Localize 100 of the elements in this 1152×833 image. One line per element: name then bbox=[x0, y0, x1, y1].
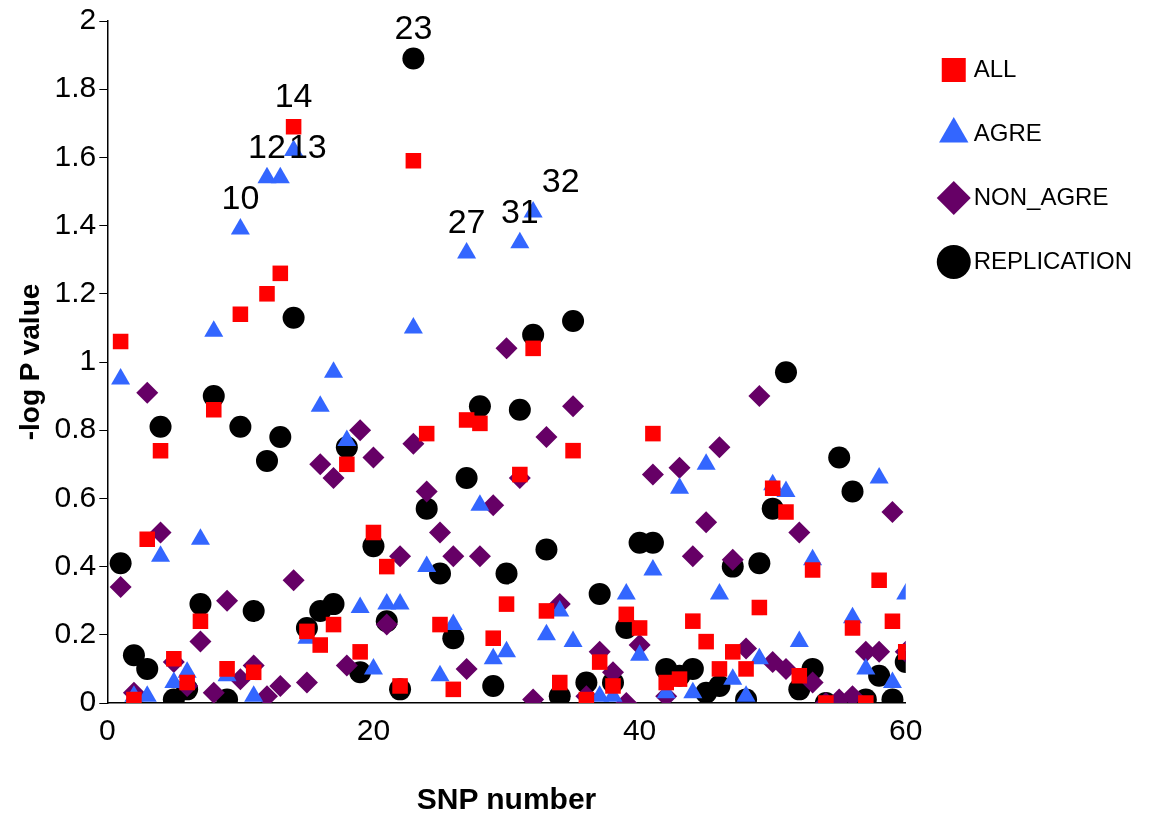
point bbox=[432, 616, 448, 633]
point bbox=[508, 398, 531, 421]
point bbox=[801, 671, 824, 694]
y-tick-label: 1 bbox=[79, 343, 97, 377]
point bbox=[498, 596, 515, 612]
point bbox=[605, 678, 621, 694]
point bbox=[352, 644, 368, 660]
point bbox=[139, 531, 156, 548]
point bbox=[455, 657, 478, 680]
point bbox=[349, 419, 372, 442]
point bbox=[269, 674, 292, 697]
point bbox=[216, 589, 239, 612]
point bbox=[698, 633, 714, 650]
point bbox=[219, 661, 235, 677]
point bbox=[322, 466, 345, 489]
point bbox=[804, 562, 821, 578]
point bbox=[152, 442, 169, 459]
point bbox=[242, 599, 265, 622]
point bbox=[335, 654, 358, 677]
point bbox=[668, 456, 691, 479]
point bbox=[365, 524, 382, 541]
point bbox=[192, 613, 209, 629]
point bbox=[378, 558, 395, 575]
point bbox=[468, 395, 491, 418]
point bbox=[339, 456, 355, 473]
point bbox=[868, 664, 891, 687]
y-tick-label: 0.2 bbox=[54, 616, 97, 650]
point bbox=[535, 426, 558, 449]
point bbox=[711, 661, 728, 677]
point bbox=[681, 545, 704, 568]
point bbox=[309, 453, 332, 476]
annotation: 23 bbox=[394, 7, 433, 46]
point bbox=[588, 582, 611, 605]
point bbox=[389, 545, 412, 568]
y-tick-label: 0 bbox=[79, 684, 97, 718]
point bbox=[468, 545, 491, 568]
point bbox=[312, 637, 328, 653]
point bbox=[562, 310, 585, 333]
point bbox=[269, 426, 292, 449]
point bbox=[189, 593, 212, 616]
point bbox=[149, 415, 172, 438]
y-tick-label: 1.4 bbox=[54, 206, 97, 240]
point bbox=[791, 667, 808, 684]
point bbox=[788, 521, 811, 544]
point bbox=[455, 466, 478, 489]
point bbox=[245, 664, 262, 681]
point bbox=[322, 593, 345, 616]
annotation: 14 bbox=[274, 76, 313, 115]
point bbox=[495, 337, 518, 360]
point bbox=[551, 674, 568, 691]
point bbox=[562, 395, 585, 418]
y-tick-label: 1.8 bbox=[54, 70, 97, 104]
y-tick-label: 0.4 bbox=[54, 547, 97, 581]
point bbox=[428, 521, 451, 544]
point bbox=[535, 538, 558, 561]
x-tick-label: 60 bbox=[889, 713, 923, 747]
point bbox=[442, 545, 465, 568]
point bbox=[282, 306, 305, 329]
annotation: 12 bbox=[248, 127, 286, 166]
point bbox=[844, 620, 861, 636]
x-axis-title: SNP number bbox=[416, 782, 597, 816]
point bbox=[871, 572, 887, 589]
point bbox=[112, 333, 129, 350]
point bbox=[136, 381, 159, 404]
point bbox=[362, 446, 385, 469]
point bbox=[166, 650, 182, 667]
point bbox=[136, 657, 159, 680]
point bbox=[884, 613, 901, 629]
point bbox=[232, 306, 249, 323]
point bbox=[774, 361, 797, 384]
annotation: 31 bbox=[500, 192, 539, 231]
point bbox=[512, 466, 528, 483]
x-tick-label: 40 bbox=[622, 713, 657, 747]
point bbox=[428, 562, 451, 585]
y-tick-label: 0.8 bbox=[54, 411, 97, 445]
point bbox=[695, 511, 718, 534]
point bbox=[774, 657, 797, 680]
point bbox=[109, 552, 132, 575]
point bbox=[405, 153, 422, 169]
point bbox=[402, 47, 425, 70]
y-tick-label: 1.2 bbox=[54, 275, 97, 309]
point bbox=[495, 562, 518, 585]
annotation: 27 bbox=[447, 202, 486, 241]
point bbox=[538, 603, 555, 619]
point bbox=[681, 657, 704, 680]
point bbox=[415, 480, 438, 503]
point bbox=[631, 620, 648, 636]
point bbox=[282, 569, 305, 592]
point bbox=[645, 425, 661, 442]
point bbox=[418, 425, 435, 442]
point bbox=[841, 480, 864, 503]
point bbox=[828, 446, 851, 469]
point bbox=[325, 616, 342, 633]
point bbox=[255, 449, 278, 472]
point bbox=[685, 613, 701, 629]
annotation: 10 bbox=[221, 178, 260, 217]
point bbox=[708, 436, 731, 459]
point bbox=[618, 606, 635, 623]
point bbox=[202, 681, 225, 703]
point bbox=[748, 552, 771, 575]
